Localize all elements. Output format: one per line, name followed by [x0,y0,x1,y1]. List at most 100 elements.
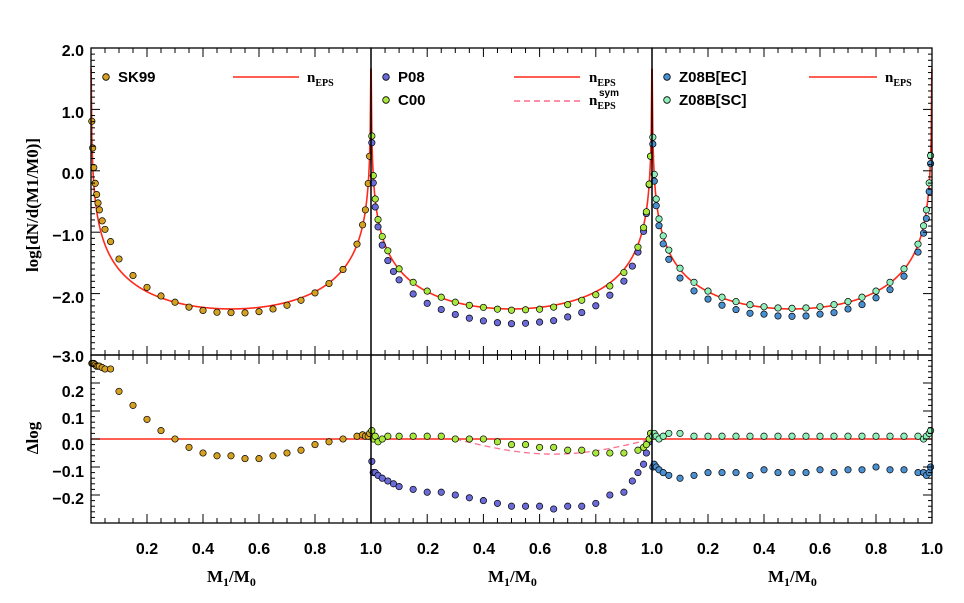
data-point-p08 [465,314,473,322]
data-point-c00 [521,306,530,314]
legend-marker-p08 [382,73,390,81]
data-point-p08 [409,290,417,298]
data-point-sk99 [94,199,102,207]
data-point-p08 [564,313,572,321]
data-point-p08 [384,257,392,265]
data-point-p08 [606,291,614,299]
data-point-sk99 [353,240,361,248]
residual-point-p08 [578,502,586,510]
legend-label-sym-superscript: sym [599,88,619,99]
residual-point-sk99 [297,446,305,454]
residual-point-c00 [368,427,376,435]
residual-point-z08b_ec [886,466,894,474]
data-point-sk99 [325,279,333,288]
data-point-z08b_sc [816,303,824,311]
xtick-label: 0.8 [865,541,887,558]
residual-point-c00 [451,435,459,443]
legend-marker-z08b-sc [663,96,671,104]
residual-point-z08b_ec [774,469,782,477]
data-point-sk99 [283,301,291,309]
residual-point-z08b_ec [858,466,866,474]
residual-point-z08b_ec [900,466,908,474]
residual-point-z08b_ec [676,474,684,482]
residual-point-c00 [521,441,530,449]
data-point-sk99 [129,271,137,280]
residual-point-z08b_ec [704,469,712,477]
residual-point-sk99 [283,449,291,457]
data-point-p08 [578,309,586,317]
xticks-panel-2: 0.2 0.4 0.6 0.8 1.0 [417,541,663,558]
data-point-p08 [493,319,502,327]
residual-point-z08b_ec [746,471,754,479]
data-point-z08b_ec [652,202,660,210]
data-point-c00 [642,208,650,216]
data-point-z08b_sc [900,265,908,273]
residual-point-z08b_sc [927,427,935,435]
residual-point-p08 [378,474,386,482]
residual-point-sk99 [311,441,319,449]
data-point-z08b_ec [920,229,928,237]
residual-point-z08b_sc [718,432,726,440]
data-point-p08 [550,317,558,325]
residual-point-p08 [423,488,431,496]
residual-point-p08 [550,505,558,513]
residual-point-z08b_sc [704,432,712,440]
legend-label-neps: nEPS [589,70,616,89]
xtick-label: 0.4 [192,541,214,558]
data-point-z08b_sc [830,301,838,309]
legend-label-neps: nEPS [307,70,334,89]
residual-point-sk99 [339,435,347,443]
residual-point-z08b_sc [676,429,684,437]
xlabel-panel-2: M1/M0 [488,567,537,589]
data-point-sk99 [213,308,221,316]
residual-point-sk99 [171,435,179,443]
data-point-sk99 [93,190,101,199]
xtick-label: 0.8 [304,541,326,558]
data-point-z08b_ec [914,248,922,256]
residual-point-z08b_ec [802,469,810,477]
data-point-z08b_sc [844,298,852,306]
residual-point-c00 [592,449,600,457]
data-point-z08b_sc [788,304,796,312]
data-point-z08b_sc [659,232,667,240]
data-point-c00 [465,301,473,309]
residual-point-sk99 [199,449,207,457]
residual-point-p08 [620,488,628,496]
data-point-z08b_sc [655,215,663,223]
data-point-z08b_ec [732,306,740,314]
residual-point-z08b_sc [900,432,908,440]
xtick-label: 0.2 [417,541,439,558]
data-point-p08 [371,203,379,211]
residual-point-z08b_sc [732,432,740,440]
ytick-bottom-label: 0.0 [62,437,84,454]
data-point-z08b_sc [704,287,712,295]
data-point-c00 [592,291,600,299]
data-point-c00 [550,303,558,311]
residual-point-z08b_ec [830,469,838,477]
data-point-z08b_sc [690,278,698,286]
data-point-z08b_ec [927,160,935,168]
data-point-c00 [578,296,586,304]
residual-point-sk99 [269,452,277,460]
residual-point-c00 [493,438,502,446]
xtick-label: 0.4 [473,541,495,558]
data-point-z08b_sc [927,152,935,160]
data-point-z08b_ec [922,214,930,223]
data-point-z08b_sc [920,222,928,230]
data-point-p08 [592,302,600,310]
data-point-z08b_ec [886,286,894,294]
residual-point-c00 [550,443,558,451]
data-point-z08b_sc [802,304,810,312]
data-point-z08b_ec [718,301,726,309]
data-point-c00 [395,265,403,273]
data-point-c00 [368,132,376,140]
data-point-c00 [374,216,382,224]
residual-point-p08 [634,469,642,477]
ylabel-bottom: Δlog [23,421,42,454]
residual-point-p08 [493,499,502,507]
residual-point-p08 [642,449,650,457]
data-point-c00 [564,301,572,309]
data-point-z08b_ec [872,294,880,302]
data-point-sk99 [361,206,369,214]
data-point-p08 [395,276,403,284]
